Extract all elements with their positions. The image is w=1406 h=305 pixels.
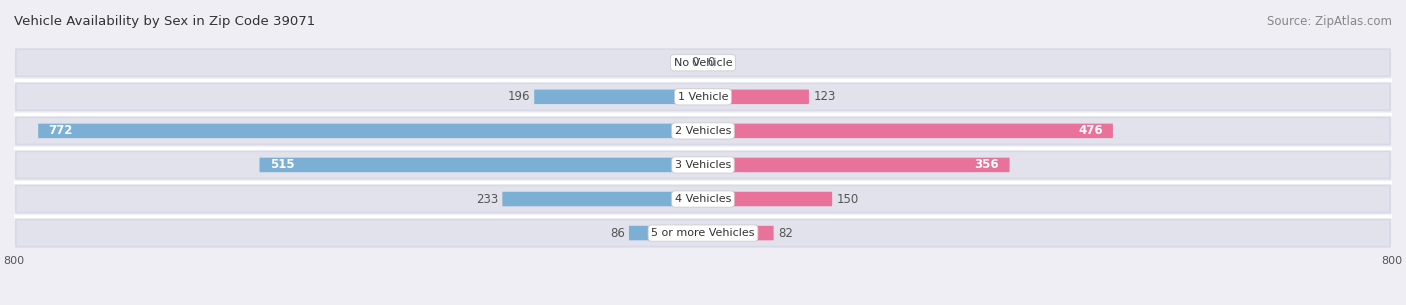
Text: 123: 123 [813,90,835,103]
Text: 356: 356 [974,159,1000,171]
FancyBboxPatch shape [534,90,703,104]
FancyBboxPatch shape [15,185,1391,213]
FancyBboxPatch shape [703,158,1010,172]
Text: 82: 82 [778,227,793,239]
FancyBboxPatch shape [703,192,832,206]
FancyBboxPatch shape [38,124,703,138]
Text: Source: ZipAtlas.com: Source: ZipAtlas.com [1267,15,1392,28]
FancyBboxPatch shape [703,226,773,240]
Text: 0: 0 [692,56,699,69]
FancyBboxPatch shape [260,158,703,172]
Text: 3 Vehicles: 3 Vehicles [675,160,731,170]
Text: 150: 150 [837,192,859,206]
Text: 515: 515 [270,159,294,171]
FancyBboxPatch shape [15,49,1391,77]
FancyBboxPatch shape [15,151,1391,178]
FancyBboxPatch shape [15,83,1391,110]
Text: 196: 196 [508,90,530,103]
FancyBboxPatch shape [15,220,1391,247]
FancyBboxPatch shape [703,90,808,104]
FancyBboxPatch shape [15,117,1391,145]
Text: 772: 772 [48,124,73,137]
Text: No Vehicle: No Vehicle [673,58,733,68]
Text: 2 Vehicles: 2 Vehicles [675,126,731,136]
FancyBboxPatch shape [703,124,1114,138]
Text: 86: 86 [610,227,624,239]
Text: Vehicle Availability by Sex in Zip Code 39071: Vehicle Availability by Sex in Zip Code … [14,15,315,28]
Text: 1 Vehicle: 1 Vehicle [678,92,728,102]
Text: 476: 476 [1078,124,1102,137]
Text: 4 Vehicles: 4 Vehicles [675,194,731,204]
Text: 233: 233 [475,192,498,206]
FancyBboxPatch shape [628,226,703,240]
FancyBboxPatch shape [502,192,703,206]
Text: 0: 0 [707,56,714,69]
Text: 5 or more Vehicles: 5 or more Vehicles [651,228,755,238]
